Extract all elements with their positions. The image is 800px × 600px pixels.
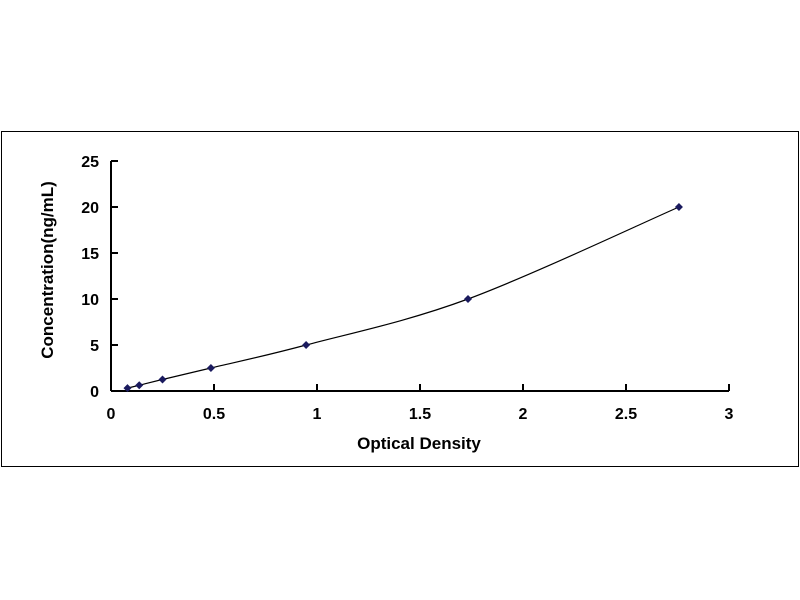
x-axis-label: Optical Density [357,434,481,453]
y-axis-label: Concentration(ng/mL) [38,181,57,359]
data-point [158,375,167,384]
chart-frame [1,131,799,467]
x-tick-label: 0.5 [203,406,225,423]
y-tick-label: 20 [81,200,99,217]
y-tick-label: 10 [81,292,99,309]
y-tick-label: 25 [81,154,99,171]
x-tick-label: 1 [313,406,322,423]
x-tick-label: 2 [519,406,528,423]
data-point [463,295,472,303]
x-tick-label: 2.5 [615,406,637,423]
data-point [674,203,683,211]
y-tick-label: 0 [90,384,99,401]
x-tick-label: 1.5 [409,406,431,423]
data-point [135,381,144,390]
data-point [123,384,132,393]
x-tick-label: 0 [107,406,116,423]
y-tick-label: 15 [81,246,99,263]
data-point [206,364,215,372]
y-tick-label: 5 [90,338,99,355]
data-point [302,341,311,349]
x-tick-label: 3 [725,406,734,423]
fit-curve [127,206,680,389]
